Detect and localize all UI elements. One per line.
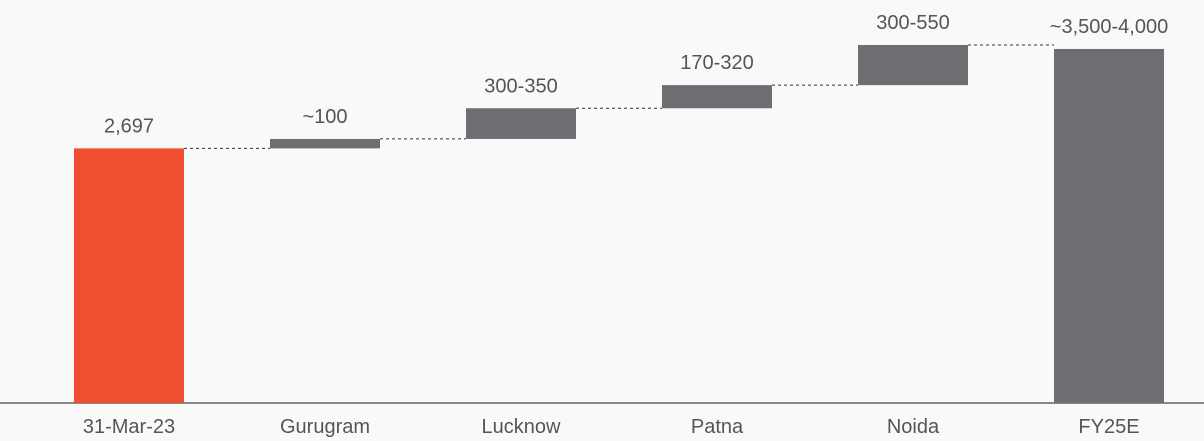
bar bbox=[74, 148, 184, 403]
x-tick-label: Patna bbox=[691, 416, 744, 438]
x-tick-label: Lucknow bbox=[482, 416, 561, 438]
x-tick-label: 31-Mar-23 bbox=[83, 416, 175, 438]
x-tick-label: Gurugram bbox=[280, 416, 370, 438]
value-label: 300-550 bbox=[876, 12, 949, 34]
value-label: 170-320 bbox=[680, 52, 753, 74]
bar bbox=[1054, 48, 1164, 404]
bar bbox=[466, 108, 576, 139]
x-tick-label: FY25E bbox=[1078, 416, 1139, 438]
x-tick-label: Noida bbox=[887, 416, 940, 438]
value-label: 300-350 bbox=[484, 75, 557, 97]
bar bbox=[270, 138, 380, 149]
value-label: 2,697 bbox=[104, 115, 154, 137]
value-label: ~100 bbox=[302, 106, 347, 128]
bar bbox=[858, 45, 968, 86]
bar bbox=[662, 85, 772, 109]
value-label: ~3,500-4,000 bbox=[1050, 16, 1168, 38]
